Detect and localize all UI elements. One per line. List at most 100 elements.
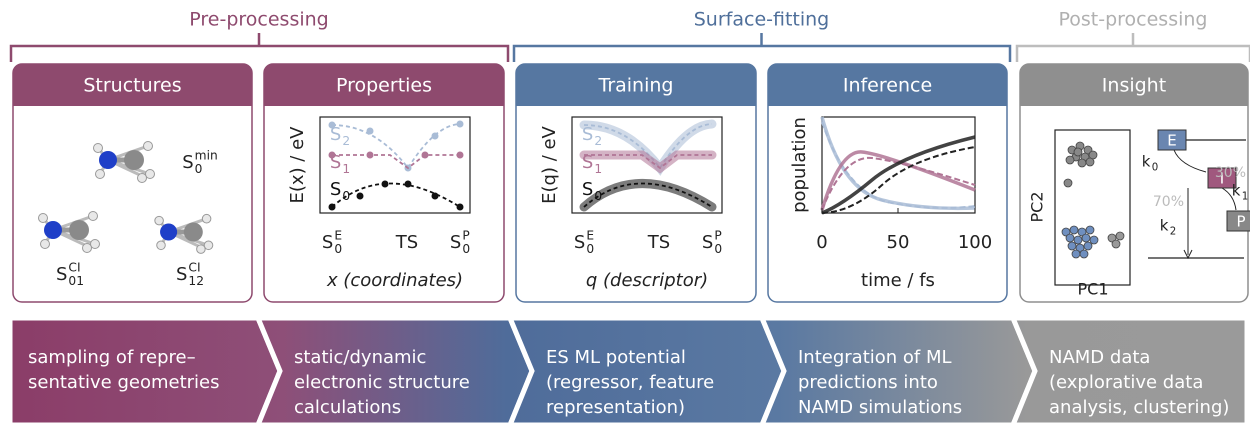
point (432, 193, 439, 200)
scatter-dot (1080, 250, 1088, 258)
structure-label: S (56, 264, 67, 285)
state-label-sub: 2 (594, 134, 602, 148)
x-axis-label: q (descriptor) (586, 270, 708, 291)
bracket (1017, 33, 1250, 62)
x-tick-label-sub: 0 (714, 242, 722, 256)
x-tick-label-sub: 0 (586, 242, 594, 256)
state-label-sub: 1 (342, 162, 350, 176)
h-atom (144, 142, 153, 151)
state-label: S (582, 179, 593, 200)
structure-label-sub: 12 (188, 274, 204, 288)
step-text: predictions into (798, 372, 938, 393)
step-text: analysis, clustering) (1049, 397, 1229, 418)
point (382, 181, 389, 188)
step-text: (explorative data (1049, 372, 1203, 393)
x-tick-label: TS (395, 232, 418, 253)
scatter-dot (1078, 159, 1086, 167)
h-atom (197, 245, 206, 254)
point (432, 133, 439, 140)
structure-label-sub: 0 (195, 162, 203, 176)
point (457, 121, 464, 128)
c-atom (69, 220, 89, 240)
structure-label-sub: 01 (68, 274, 84, 288)
x-tick-label-sup: E (586, 228, 594, 242)
diagram: Pre-processingSurface-fittingPost-proces… (0, 0, 1250, 429)
h-atom (138, 174, 147, 183)
state-label-sub: 0 (594, 189, 602, 203)
rate-label-sub: 0 (1152, 162, 1158, 173)
scatter-dot (1086, 158, 1094, 166)
x-axis-label: x (coordinates) (326, 270, 463, 291)
scatter-dot (1074, 148, 1082, 156)
step-text: static/dynamic (294, 347, 426, 368)
state-label: S (582, 152, 593, 173)
x-tick-label: TS (647, 232, 670, 253)
point (367, 152, 374, 159)
scatter-dot (1064, 179, 1072, 187)
state-label: S (582, 124, 593, 145)
h-atom (157, 241, 166, 250)
step-text: representation) (546, 397, 685, 418)
point (422, 152, 429, 159)
x-tick-label: 50 (887, 232, 910, 253)
h-atom (155, 216, 164, 225)
bracket (514, 33, 1010, 62)
x-axis-label: time / fs (861, 270, 935, 291)
n-atom (99, 151, 117, 169)
y-axis-label: E(q) / eV (539, 125, 560, 203)
state-box-label: P (1236, 213, 1245, 231)
scatter-dot (1084, 242, 1092, 250)
h-atom (202, 214, 211, 223)
point (457, 204, 464, 211)
panel-title: Inference (843, 75, 932, 97)
h-atom (96, 170, 105, 179)
rate-label: k (1142, 153, 1151, 171)
x-tick-label: S (322, 232, 333, 253)
structure-label-sup: CI (68, 260, 80, 274)
step-text: sampling of repre– (28, 347, 196, 368)
state-label: S (330, 179, 341, 200)
panel-title: Training (598, 75, 674, 97)
n-atom (160, 223, 177, 240)
h-atom (89, 212, 98, 221)
y-axis-label: PC2 (1028, 192, 1047, 223)
x-tick-label: S (450, 232, 461, 253)
step-text: NAMD simulations (798, 397, 962, 418)
state-box-label: E (1167, 132, 1176, 150)
x-tick-label-sup: E (334, 228, 342, 242)
scatter-dot (1086, 226, 1094, 234)
point (357, 193, 364, 200)
h-atom (94, 144, 103, 153)
point (329, 204, 336, 211)
scatter-dot (1068, 242, 1076, 250)
x-tick-label: S (574, 232, 585, 253)
scatter-dot (1070, 226, 1078, 234)
x-axis-label: PC1 (1078, 280, 1109, 299)
scatter-dot (1066, 156, 1074, 164)
state-label: S (330, 152, 341, 173)
percent-label: 70% (1153, 194, 1184, 210)
structure-label-sup: CI (188, 260, 200, 274)
c-atom (184, 223, 203, 242)
x-tick-label-sup: P (714, 228, 721, 242)
rate-label-sub: 2 (1170, 226, 1176, 237)
rate-label: k (1232, 182, 1241, 200)
n-atom (44, 221, 62, 239)
step-text: electronic structure (294, 372, 470, 393)
percent-label: 30% (1215, 165, 1246, 181)
x-tick-label: S (702, 232, 713, 253)
step-text: Integration of ML (798, 347, 952, 368)
step-text: ES ML potential (546, 347, 686, 368)
point (457, 152, 464, 159)
state-label-sub: 0 (342, 189, 350, 203)
rate-label-sub: 1 (1242, 191, 1248, 202)
section-label: Surface-fitting (694, 9, 830, 31)
scatter-dot (1074, 236, 1082, 244)
step-text: NAMD data (1049, 347, 1150, 368)
step-text: calculations (294, 397, 401, 418)
panel-title: Properties (336, 75, 432, 97)
structure-label-sup: min (195, 148, 218, 162)
bracket (11, 33, 508, 62)
scatter-dot (1116, 232, 1124, 240)
rate-label: k (1160, 217, 1169, 235)
